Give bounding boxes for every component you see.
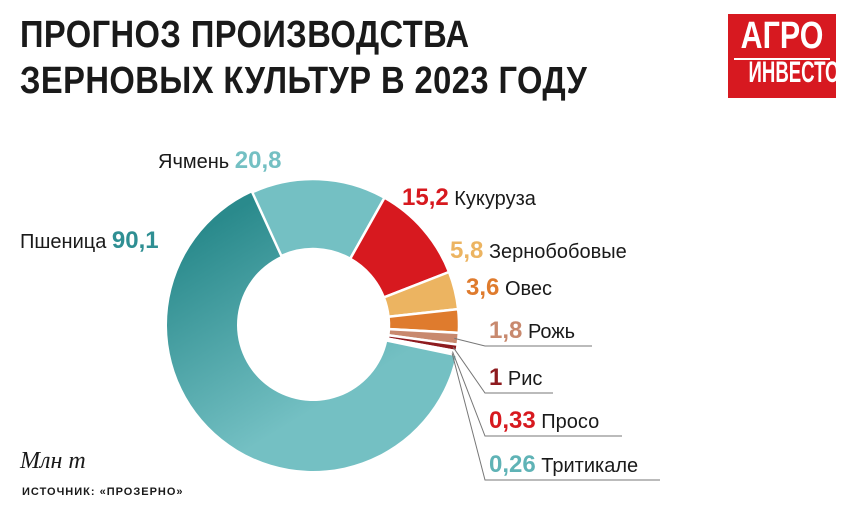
- label-name-wheat: Пшеница: [20, 231, 107, 253]
- label-name-rye: Рожь: [528, 321, 575, 343]
- label-value-rice: 1: [489, 364, 502, 391]
- agroinvestor-logo: АГРО ИНВЕСТОР: [728, 14, 852, 98]
- logo-divider: [734, 58, 830, 60]
- leader-lines: [451, 337, 660, 481]
- slice-triticale: [385, 338, 458, 357]
- label-value-wheat: 90,1: [112, 227, 159, 254]
- leader-rye: [454, 337, 592, 347]
- label-wheat: Пшеница 90,1: [20, 227, 159, 254]
- slice-wheat: [166, 192, 456, 472]
- label-rice: 1 Рис: [489, 364, 542, 391]
- page-title: ПРОГНОЗ ПРОИЗВОДСТВА ЗЕРНОВЫХ КУЛЬТУР В …: [20, 12, 587, 104]
- label-name-triticale: Тритикале: [541, 455, 638, 477]
- title-line-2: ЗЕРНОВЫХ КУЛЬТУР В 2023 ГОДУ: [20, 60, 588, 102]
- leader-rice: [452, 347, 553, 394]
- label-name-millet: Просо: [541, 411, 599, 433]
- label-barley: Ячмень 20,8: [158, 147, 281, 174]
- label-rye: 1,8 Рожь: [489, 317, 575, 344]
- label-name-corn: Кукуруза: [454, 188, 536, 210]
- donut-slices: [166, 177, 461, 472]
- label-name-barley: Ячмень: [158, 151, 229, 173]
- label-name-legumes: Зернобобовые: [489, 241, 627, 263]
- label-value-oats: 3,6: [466, 274, 499, 301]
- label-oats: 3,6 Овес: [466, 274, 552, 301]
- leader-triticale: [451, 353, 660, 481]
- label-value-millet: 0,33: [489, 407, 536, 434]
- title-line-1: ПРОГНОЗ ПРОИЗВОДСТВА: [20, 14, 470, 56]
- label-millet: 0,33 Просо: [489, 407, 599, 434]
- source-note: ИСТОЧНИК: «ПРОЗЕРНО»: [22, 486, 184, 498]
- label-triticale: 0,26 Тритикале: [489, 451, 638, 478]
- slice-labels: Пшеница 90,1 Ячмень 20,8 15,2 Кукуруза 5,8 …: [20, 147, 638, 478]
- label-value-rye: 1,8: [489, 317, 522, 344]
- label-value-triticale: 0,26: [489, 451, 536, 478]
- label-name-rice: Рис: [508, 368, 543, 390]
- logo-line-1: АГРО: [740, 15, 824, 57]
- unit-label: Млн т: [20, 448, 86, 474]
- label-value-legumes: 5,8: [450, 237, 483, 264]
- leader-millet: [452, 351, 622, 437]
- label-name-oats: Овес: [505, 278, 552, 300]
- label-value-barley: 20,8: [235, 147, 282, 174]
- label-value-corn: 15,2: [402, 184, 449, 211]
- label-legumes: 5,8 Зернобобовые: [450, 237, 627, 264]
- label-corn: 15,2 Кукуруза: [402, 184, 537, 211]
